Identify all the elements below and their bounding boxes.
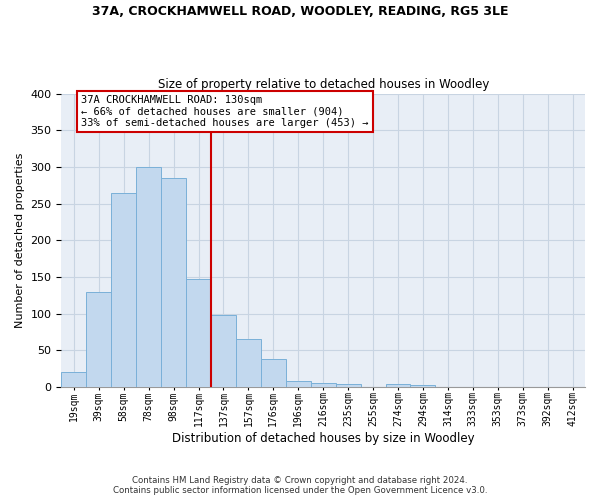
Text: Contains HM Land Registry data © Crown copyright and database right 2024.
Contai: Contains HM Land Registry data © Crown c…: [113, 476, 487, 495]
Bar: [311, 384, 335, 387]
Text: 37A CROCKHAMWELL ROAD: 130sqm
← 66% of detached houses are smaller (904)
33% of : 37A CROCKHAMWELL ROAD: 130sqm ← 66% of d…: [82, 95, 369, 128]
Bar: [211, 315, 236, 387]
Bar: [136, 167, 161, 387]
X-axis label: Distribution of detached houses by size in Woodley: Distribution of detached houses by size …: [172, 432, 475, 445]
Bar: [111, 192, 136, 387]
Text: 37A, CROCKHAMWELL ROAD, WOODLEY, READING, RG5 3LE: 37A, CROCKHAMWELL ROAD, WOODLEY, READING…: [92, 5, 508, 18]
Bar: [61, 372, 86, 387]
Title: Size of property relative to detached houses in Woodley: Size of property relative to detached ho…: [158, 78, 489, 91]
Y-axis label: Number of detached properties: Number of detached properties: [15, 152, 25, 328]
Bar: [386, 384, 410, 387]
Bar: [161, 178, 186, 387]
Bar: [261, 359, 286, 387]
Bar: [186, 279, 211, 387]
Bar: [410, 385, 436, 387]
Bar: [335, 384, 361, 387]
Bar: [286, 381, 311, 387]
Bar: [236, 340, 261, 387]
Bar: [86, 292, 111, 387]
